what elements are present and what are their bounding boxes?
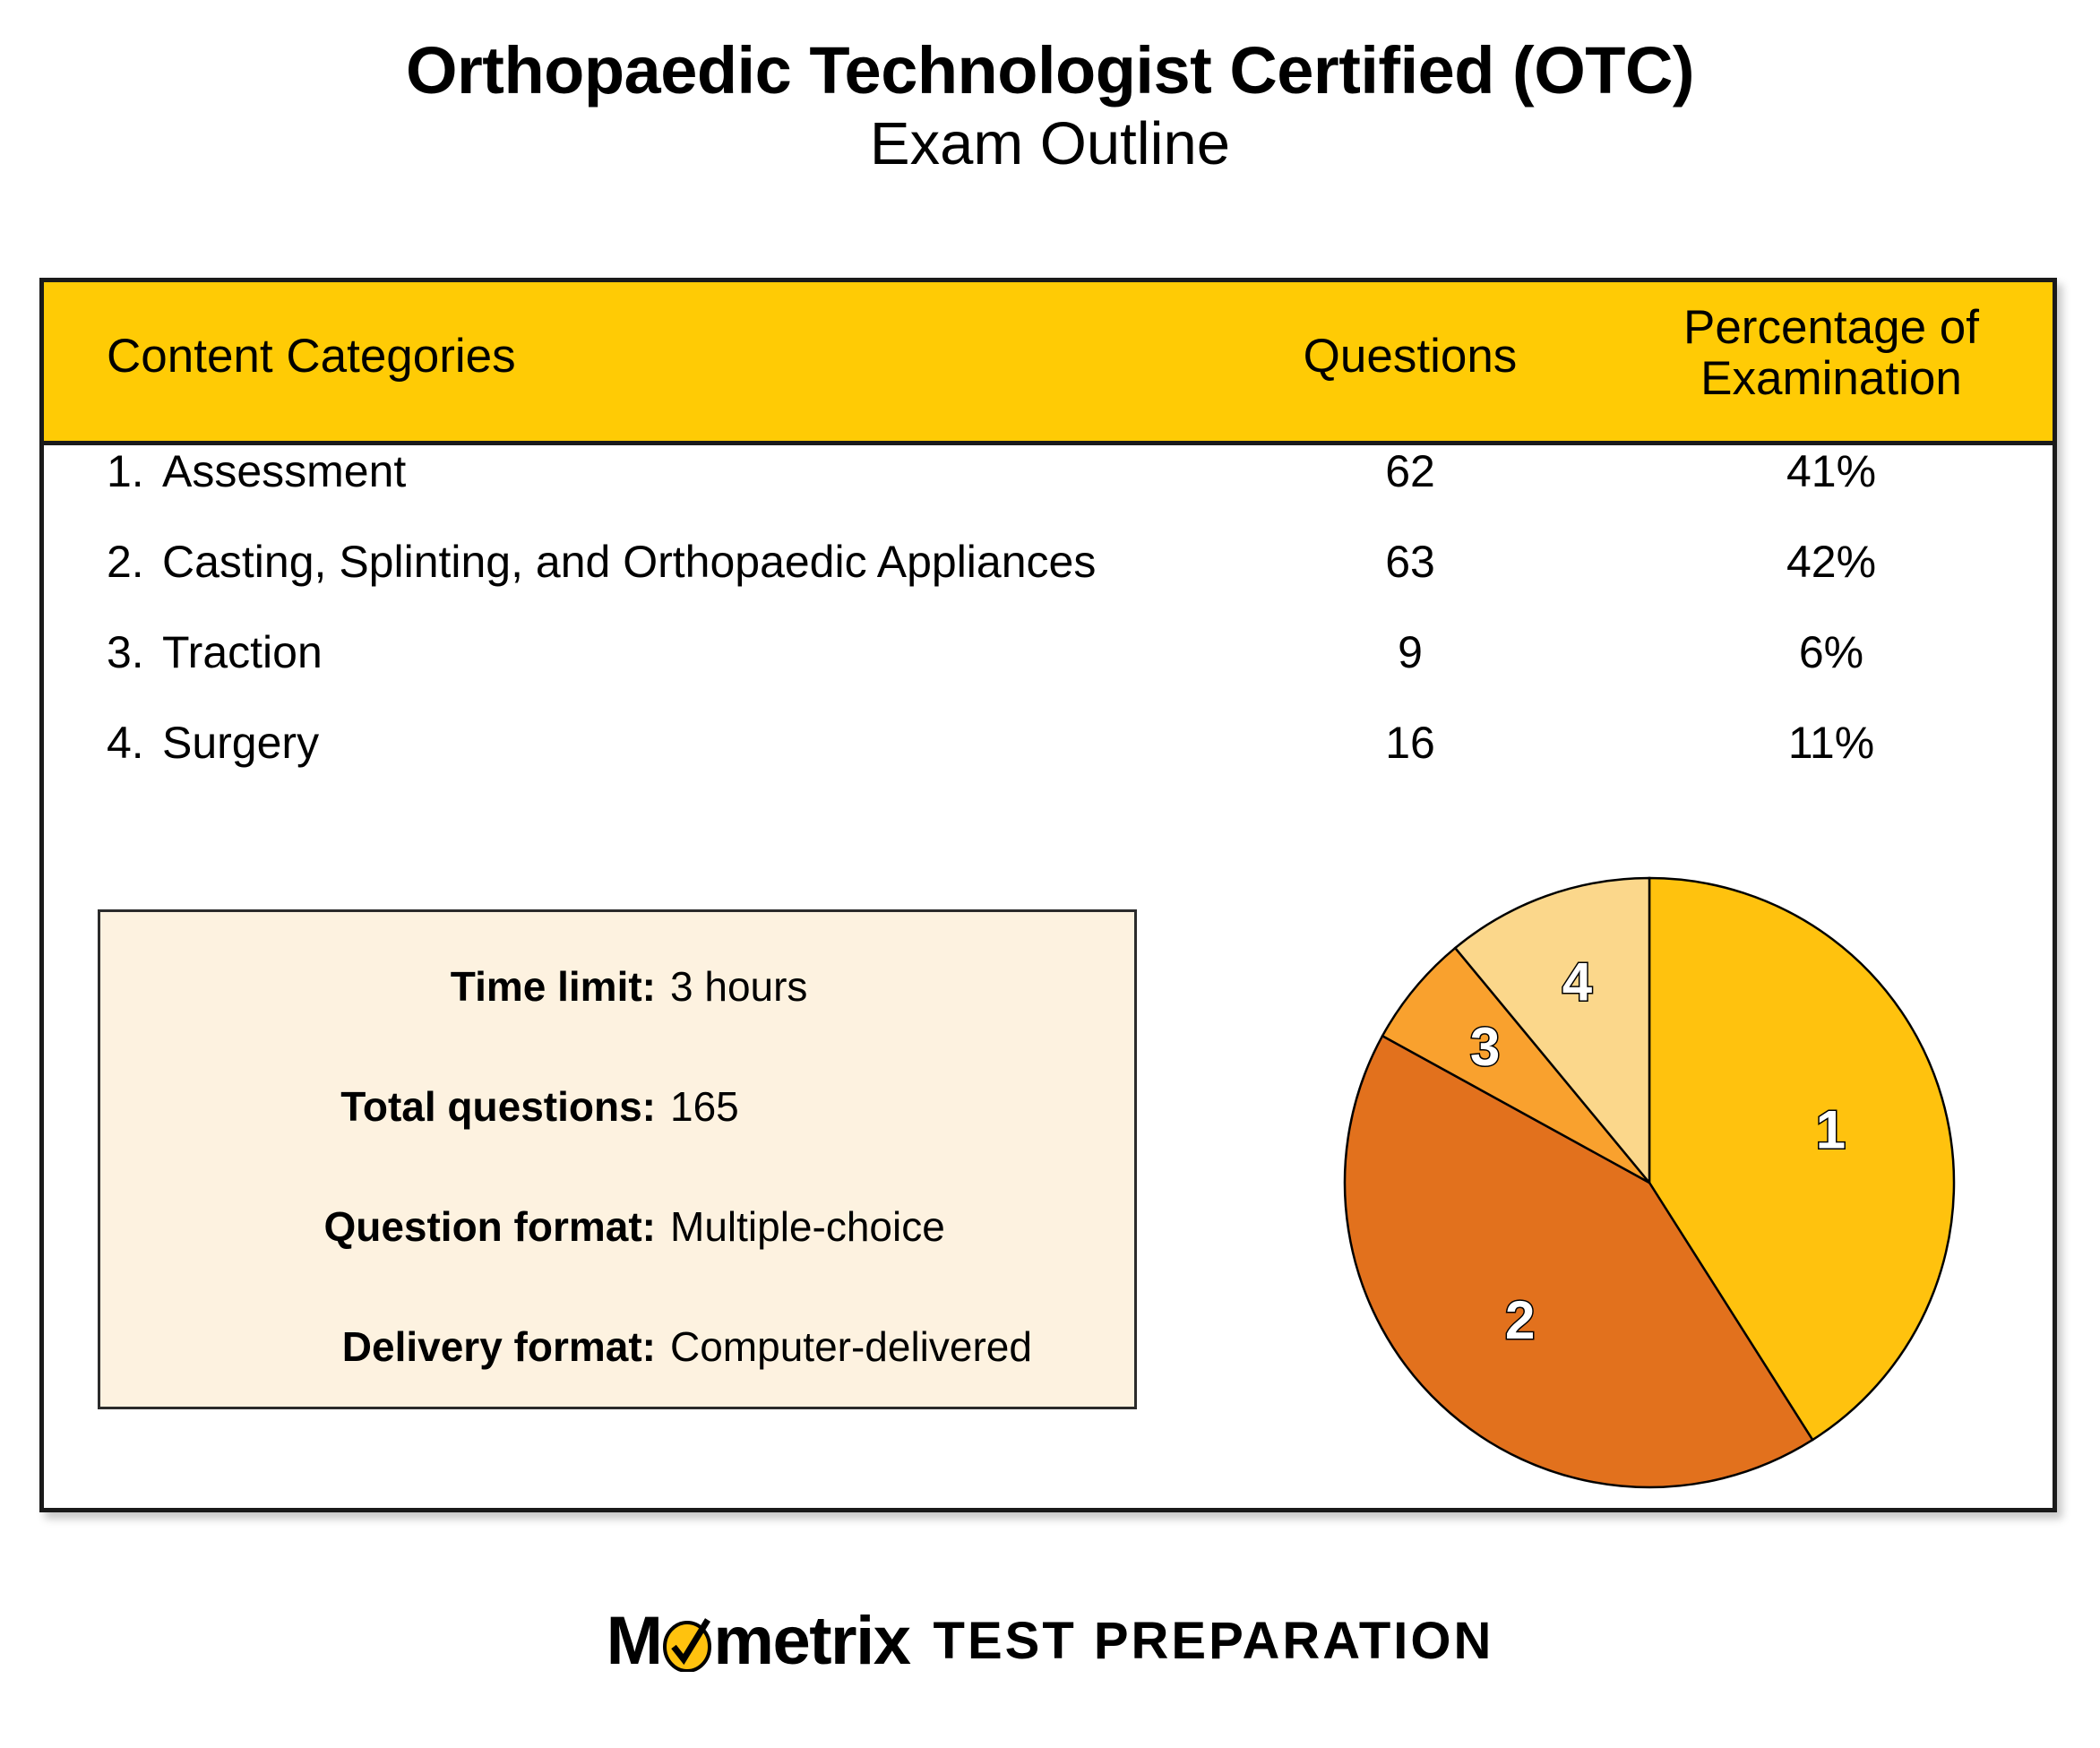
column-header-questions: Questions	[1303, 330, 1518, 383]
info-value: Multiple-choice	[670, 1203, 945, 1250]
pie-slice-group	[1343, 876, 1956, 1489]
mometrix-logo: M metrix TEST PREPARATION	[0, 1602, 2100, 1680]
row-index: 2.	[107, 537, 144, 587]
exam-details-box: Time limit: 3 hours Total questions: 165…	[98, 909, 1137, 1409]
pie-slice-label: 1	[1816, 1100, 1846, 1160]
cell-questions: 63	[1385, 537, 1435, 587]
pie-slice	[1648, 876, 1956, 1442]
table-row: 4. Surgery 16 11%	[44, 717, 2053, 807]
exam-outline-card: Content Categories Questions Percentage …	[39, 278, 2057, 1512]
pie-slice	[1343, 1034, 1814, 1489]
column-header-percentage-of-examination: Percentage of Examination	[1621, 301, 2042, 406]
column-header-percentage-line1: Percentage of	[1683, 301, 1979, 354]
row-index: 1.	[107, 446, 144, 496]
exam-content-pie-chart: 1 2 3 4	[1336, 869, 1963, 1496]
cell-questions: 9	[1398, 627, 1423, 677]
logo-brand-post: metrix	[713, 1603, 911, 1679]
info-label: Delivery format:	[341, 1323, 656, 1370]
cell-category: 2. Casting, Splinting, and Orthopaedic Ap…	[107, 536, 1096, 588]
logo-brand-pre: M	[606, 1603, 663, 1679]
table-header-row: Content Categories Questions Percentage …	[44, 282, 2053, 445]
cell-percentage: 11%	[1787, 718, 1875, 768]
logo-wordmark: M metrix	[606, 1602, 911, 1680]
column-header-content-categories: Content Categories	[107, 330, 516, 383]
pie-slice	[1381, 946, 1650, 1184]
row-index: 4.	[107, 718, 144, 768]
info-row-total-questions: Total questions: 165	[100, 1082, 1140, 1131]
pie-chart-svg: 1 2 3 4	[1343, 876, 1956, 1489]
table-row: 1. Assessment 62 41%	[44, 445, 2053, 536]
page-title: Orthopaedic Technologist Certified (OTC)…	[0, 33, 2100, 179]
cell-category: 4. Surgery	[107, 717, 319, 769]
row-category-label: Traction	[162, 627, 323, 677]
cell-questions: 16	[1385, 718, 1435, 768]
pie-slice-label: 2	[1505, 1290, 1535, 1350]
row-index: 3.	[107, 627, 144, 677]
table-row: 2. Casting, Splinting, and Orthopaedic Ap…	[44, 536, 2053, 626]
row-category-label: Assessment	[162, 446, 407, 496]
cell-percentage: 6%	[1798, 627, 1864, 677]
pie-slice-label: 3	[1470, 1017, 1500, 1077]
column-header-percentage-line2: Examination	[1700, 352, 1962, 406]
info-row-time-limit: Time limit: 3 hours	[100, 962, 1140, 1011]
info-value: 165	[670, 1083, 739, 1130]
info-row-question-format: Question format: Multiple-choice	[100, 1202, 1140, 1251]
cell-category: 3. Traction	[107, 626, 323, 678]
checkmark-oval-icon	[661, 1610, 713, 1673]
checkmark-oval-svg	[663, 1618, 712, 1673]
row-category-label: Surgery	[162, 718, 320, 768]
pie-slice-label: 4	[1562, 952, 1593, 1012]
info-value: Computer-delivered	[670, 1323, 1032, 1370]
logo-tagline: TEST PREPARATION	[933, 1612, 1494, 1670]
pie-label-group: 1 2 3 4	[1468, 951, 1846, 1352]
pie-slice	[1453, 876, 1651, 1186]
info-label: Question format:	[323, 1203, 656, 1250]
row-category-label: Casting, Splinting, and Orthopaedic Appl…	[162, 537, 1097, 587]
table-row: 3. Traction 9 6%	[44, 626, 2053, 717]
info-label: Time limit:	[450, 963, 656, 1010]
title-line-secondary: Exam Outline	[869, 109, 1231, 177]
table-body: 1. Assessment 62 41% 2. Casting, Splinting…	[44, 445, 2053, 807]
info-row-delivery-format: Delivery format: Computer-delivered	[100, 1322, 1140, 1371]
cell-percentage: 41%	[1786, 446, 1877, 496]
info-label: Total questions:	[340, 1083, 656, 1130]
info-value: 3 hours	[670, 963, 808, 1010]
title-line-primary: Orthopaedic Technologist Certified (OTC)	[405, 33, 1695, 108]
cell-percentage: 42%	[1786, 537, 1877, 587]
cell-questions: 62	[1385, 446, 1435, 496]
cell-category: 1. Assessment	[107, 445, 406, 497]
